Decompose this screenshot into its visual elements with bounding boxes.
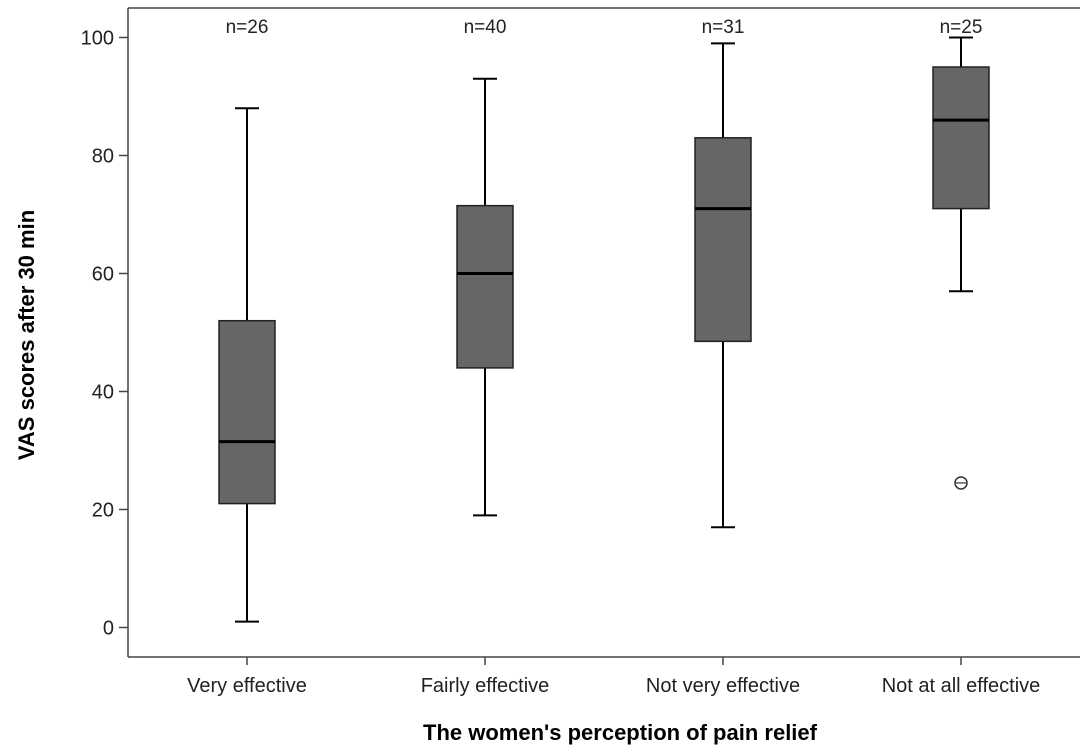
sample-size-label: n=26 — [226, 17, 269, 38]
box-series — [218, 36, 990, 623]
plot-frame — [127, 7, 1080, 658]
box-iqr — [456, 204, 514, 369]
box-iqr — [932, 66, 990, 210]
y-tick-label: 80 — [92, 146, 114, 168]
x-category-label: Not very effective — [646, 675, 800, 697]
y-tick-label: 0 — [103, 618, 114, 640]
x-category-label: Fairly effective — [421, 675, 550, 697]
box-1 — [218, 107, 276, 623]
x-axis-ticks: Very effective Fairly effective Not very e… — [187, 657, 1040, 697]
sample-size-label: n=40 — [464, 17, 507, 38]
box-iqr — [218, 319, 276, 505]
box-3 — [694, 42, 752, 529]
y-tick-label: 20 — [92, 500, 114, 522]
sample-size-labels: n=26 n=40 n=31 n=25 — [226, 17, 983, 38]
x-axis-title: The women's perception of pain relief — [423, 720, 818, 745]
y-tick-label: 40 — [92, 382, 114, 404]
sample-size-label: n=25 — [940, 17, 983, 38]
x-category-label: Not at all effective — [882, 675, 1041, 697]
box-2 — [456, 77, 514, 517]
y-axis-title: VAS scores after 30 min — [14, 210, 39, 460]
box-4 — [932, 36, 990, 490]
y-axis-ticks: 0 20 40 60 80 100 — [81, 28, 128, 640]
y-tick-label: 60 — [92, 264, 114, 286]
box-iqr — [694, 137, 752, 343]
sample-size-label: n=31 — [702, 17, 745, 38]
outlier-point — [954, 476, 968, 490]
y-tick-label: 100 — [81, 28, 114, 50]
x-category-label: Very effective — [187, 675, 307, 697]
